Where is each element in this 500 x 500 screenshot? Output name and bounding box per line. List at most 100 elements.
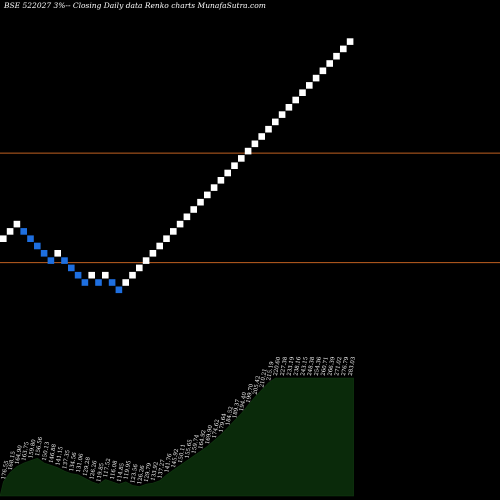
renko-brick-up	[326, 60, 333, 67]
price-label: 164.90	[15, 444, 24, 464]
renko-brick-up	[251, 140, 259, 148]
price-label: 205.42	[253, 375, 262, 395]
renko-brick-up	[149, 250, 157, 257]
renko-brick-up	[238, 155, 245, 162]
price-label: 233.19	[287, 356, 296, 376]
renko-brick-up	[102, 271, 109, 279]
price-label: 114.85	[117, 462, 126, 482]
price-label: 174.62	[212, 419, 221, 439]
price-label: 126.26	[137, 464, 146, 484]
price-label: 119.95	[123, 460, 132, 480]
price-label: 150.13	[42, 441, 51, 461]
price-label: 141.15	[55, 446, 64, 466]
price-label: 156.56	[35, 436, 44, 456]
price-label: 169.90	[205, 424, 214, 444]
renko-brick-up	[278, 111, 286, 118]
renko-bricks-layer	[0, 38, 354, 294]
renko-brick-up	[346, 38, 354, 45]
price-label: 189.37	[232, 398, 241, 418]
renko-brick-up	[136, 264, 143, 272]
renko-brick-up	[340, 45, 347, 53]
renko-brick-up	[142, 257, 150, 264]
price-label: 134.56	[69, 451, 78, 471]
renko-brick-up	[231, 162, 238, 169]
renko-brick-up	[183, 213, 191, 221]
renko-brick-up	[129, 271, 136, 279]
renko-brick-up	[299, 89, 306, 96]
price-label: 150.11	[178, 444, 187, 464]
price-label: 129.28	[83, 456, 92, 476]
price-label: 117.52	[103, 458, 112, 478]
renko-brick-down	[95, 279, 102, 286]
price-label: 238.16	[293, 356, 302, 376]
renko-brick-up	[176, 220, 184, 228]
renko-brick-down	[34, 242, 41, 250]
price-label: 126.26	[89, 460, 98, 480]
renko-brick-up	[306, 82, 313, 89]
renko-brick-down	[47, 257, 55, 264]
renko-brick-up	[54, 250, 61, 257]
price-label: 137.27	[157, 459, 166, 479]
renko-brick-up	[312, 74, 320, 82]
renko-brick-up	[13, 220, 21, 228]
price-label: 159.74	[191, 434, 200, 454]
price-label: 168.15	[8, 450, 17, 470]
price-label: 179.64	[219, 412, 228, 432]
volume-area	[0, 377, 354, 497]
price-label: 123.56	[130, 463, 139, 483]
price-label: 248.38	[307, 356, 316, 376]
renko-brick-up	[170, 228, 177, 235]
price-label: 260.71	[321, 356, 330, 376]
renko-brick-down	[20, 228, 27, 235]
renko-brick-up	[156, 242, 163, 250]
price-label: 271.02	[334, 356, 343, 376]
renko-brick-up	[197, 198, 204, 206]
price-label: 163.75	[21, 441, 30, 461]
price-label: 131.06	[76, 453, 85, 473]
price-labels-layer: 176.55168.15164.90163.75159.80156.56150.…	[1, 356, 357, 485]
renko-brick-down	[108, 279, 116, 286]
renko-brick-up	[122, 279, 129, 286]
renko-brick-up	[272, 118, 279, 126]
volume-area-layer	[0, 377, 354, 497]
renko-brick-up	[0, 235, 7, 242]
price-label: 159.80	[28, 438, 37, 458]
price-label: 119.85	[96, 462, 105, 482]
price-label: 184.52	[225, 406, 234, 426]
renko-brick-up	[210, 184, 218, 191]
renko-brick-down	[27, 235, 34, 242]
renko-brick-up	[217, 177, 225, 184]
price-label: 220.60	[273, 356, 282, 376]
price-label: 116.08	[110, 460, 119, 480]
renko-brick-up	[224, 169, 231, 177]
price-label: 243.15	[300, 356, 309, 376]
renko-brick-up	[265, 125, 272, 133]
renko-brick-down	[115, 286, 123, 294]
renko-brick-up	[6, 228, 14, 235]
renko-brick-down	[81, 279, 89, 286]
price-label: 254.36	[314, 356, 323, 376]
renko-brick-down	[40, 250, 48, 257]
price-label: 276.79	[341, 356, 350, 376]
price-label: 129.79	[144, 462, 153, 482]
renko-brick-up	[292, 96, 299, 104]
renko-brick-up	[190, 206, 197, 213]
price-label: 199.70	[246, 383, 255, 403]
renko-brick-up	[319, 67, 327, 75]
price-label: 283.03	[348, 356, 357, 376]
price-label: 133.92	[151, 461, 160, 481]
price-label: 176.55	[1, 460, 10, 480]
renko-brick-down	[68, 264, 75, 272]
renko-brick-up	[258, 133, 265, 140]
renko-brick-up	[204, 191, 211, 199]
renko-brick-up	[244, 147, 252, 155]
price-label: 146.88	[49, 443, 58, 463]
price-label: 137.35	[62, 449, 71, 469]
renko-brick-up	[163, 235, 170, 242]
price-label: 141.76	[164, 453, 173, 473]
price-label: 266.39	[327, 356, 336, 376]
price-label: 227.38	[280, 356, 289, 376]
renko-brick-up	[333, 52, 340, 60]
price-label: 210.21	[259, 368, 268, 388]
